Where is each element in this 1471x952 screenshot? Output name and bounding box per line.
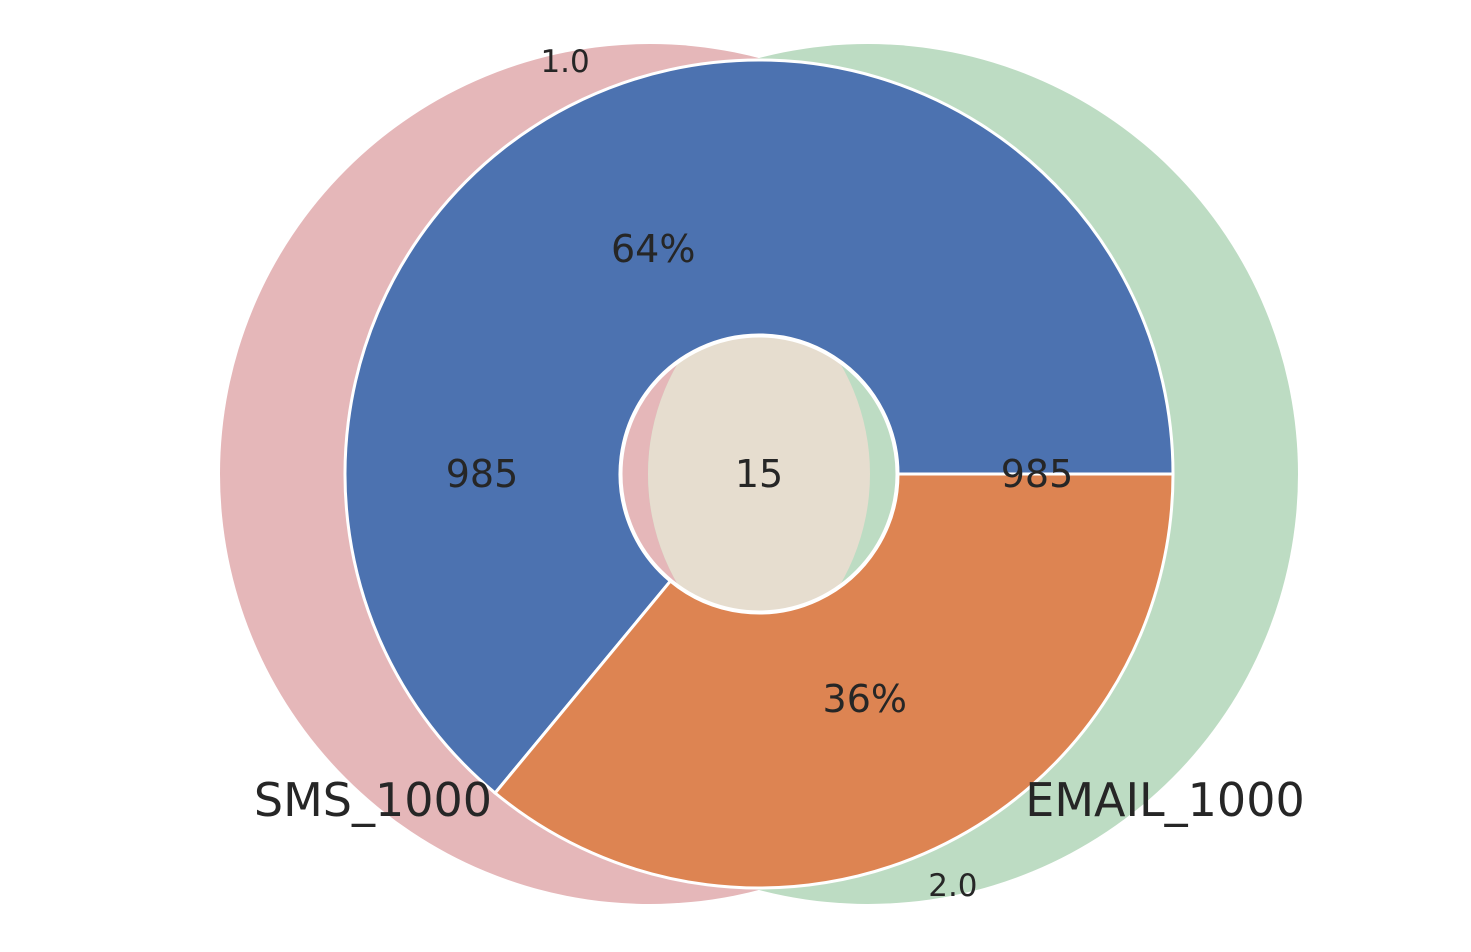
donut-percent-label-1.0: 64% — [611, 227, 695, 271]
venn-intersection-count: 15 — [735, 452, 783, 496]
venn-inner-group — [619, 334, 899, 614]
venn-intersection — [648, 337, 870, 611]
venn-only-sms-count: 985 — [446, 452, 519, 496]
donut-category-label-1.0: 1.0 — [540, 44, 589, 80]
donut-category-label-2.0: 2.0 — [928, 868, 977, 904]
venn-set-label-sms: SMS_1000 — [254, 773, 492, 827]
donut-percent-label-2.0: 36% — [823, 677, 907, 721]
venn-only-email-count: 985 — [1001, 452, 1074, 496]
venn-set-label-email: EMAIL_1000 — [1025, 773, 1304, 827]
donut-hole-edge — [619, 334, 899, 614]
